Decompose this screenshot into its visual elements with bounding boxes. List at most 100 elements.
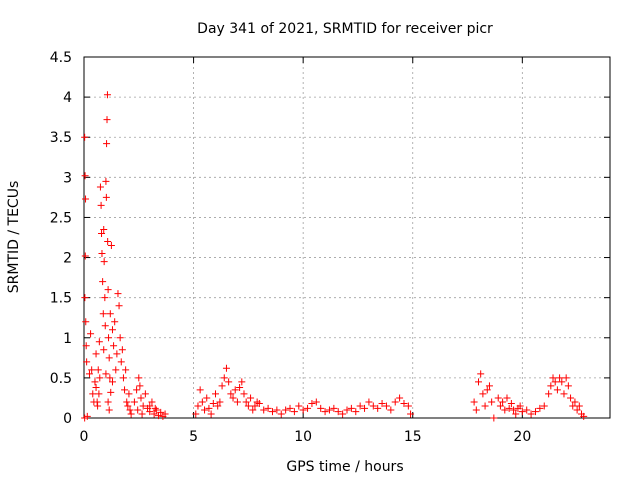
data-point — [83, 412, 91, 420]
x-tick-label: 15 — [404, 429, 422, 445]
data-point — [564, 382, 572, 390]
data-point — [115, 302, 123, 310]
data-point — [112, 366, 120, 374]
data-point — [127, 410, 135, 418]
data-point — [94, 402, 102, 410]
data-point — [216, 398, 224, 406]
y-axis-label: SRMTID / TECUs — [6, 181, 22, 294]
data-point — [100, 258, 108, 266]
data-point — [148, 398, 156, 406]
data-point — [549, 374, 557, 382]
data-point — [518, 408, 526, 416]
y-tick-labels: 0 0.5 1 1.5 2 2.5 3 3.5 4 4.5 — [50, 50, 72, 427]
data-point — [105, 354, 113, 362]
data-point — [378, 400, 386, 408]
data-point — [205, 404, 213, 412]
data-point — [106, 374, 114, 382]
data-point — [330, 404, 338, 412]
data-point — [139, 402, 147, 410]
data-point — [196, 386, 204, 394]
data-point — [92, 350, 100, 358]
data-point — [103, 140, 111, 148]
data-point — [268, 408, 276, 416]
data-point — [516, 402, 524, 410]
data-point — [273, 406, 281, 414]
data-point — [382, 402, 390, 410]
y-tick-label: 0.5 — [50, 371, 72, 387]
data-point — [136, 382, 144, 390]
data-point — [553, 386, 561, 394]
data-point — [556, 374, 564, 382]
data-point — [505, 404, 513, 412]
data-point — [95, 338, 103, 346]
data-point — [503, 394, 511, 402]
data-point — [325, 406, 333, 414]
data-point — [104, 286, 112, 294]
data-point — [523, 406, 531, 414]
data-point — [299, 406, 307, 414]
data-point — [117, 358, 125, 366]
data-point — [317, 404, 325, 412]
data-point — [98, 250, 106, 258]
data-point — [85, 370, 93, 378]
y-tick-label: 3.5 — [50, 130, 72, 146]
y-tick-label: 1.5 — [50, 291, 72, 307]
x-tick-label: 0 — [80, 429, 89, 445]
data-point — [277, 410, 285, 418]
data-point — [87, 330, 95, 338]
data-point — [365, 398, 373, 406]
data-point — [490, 414, 498, 422]
data-point — [512, 410, 520, 418]
data-point — [203, 394, 211, 402]
data-point — [488, 398, 496, 406]
data-point — [407, 410, 415, 418]
data-point — [547, 382, 555, 390]
x-tick-label: 20 — [513, 429, 531, 445]
data-point — [98, 229, 106, 237]
data-point — [290, 408, 298, 416]
data-point — [575, 402, 583, 410]
data-point — [472, 406, 480, 414]
data-point — [99, 278, 107, 286]
data-point — [356, 402, 364, 410]
data-point — [102, 177, 110, 185]
data-point — [244, 402, 252, 410]
data-point — [122, 366, 130, 374]
data-point — [119, 374, 127, 382]
data-points — [81, 91, 588, 422]
data-point — [134, 406, 142, 414]
data-point — [146, 402, 154, 410]
data-point — [260, 406, 268, 414]
data-point — [580, 412, 588, 420]
data-point — [108, 326, 116, 334]
data-point — [214, 402, 222, 410]
data-point — [89, 390, 97, 398]
data-point — [88, 366, 96, 374]
plot-frame — [83, 56, 611, 419]
data-point — [111, 318, 119, 326]
x-axis-label: GPS time / hours — [286, 459, 403, 475]
data-point — [81, 252, 89, 260]
data-point — [94, 366, 102, 374]
data-point — [569, 402, 577, 410]
data-point — [404, 402, 412, 410]
x-tick-label: 5 — [189, 429, 198, 445]
data-point — [114, 290, 122, 298]
data-point — [475, 378, 482, 386]
data-point — [374, 404, 382, 412]
data-point — [201, 406, 209, 414]
data-point — [479, 390, 487, 398]
data-point — [343, 406, 351, 414]
data-point — [99, 310, 107, 318]
data-point — [396, 394, 404, 402]
y-tick-label: 2 — [63, 251, 72, 267]
data-point — [485, 382, 493, 390]
data-point — [107, 242, 115, 250]
data-point — [255, 400, 263, 408]
data-point — [536, 404, 544, 412]
data-point — [104, 398, 112, 406]
data-point — [95, 390, 103, 398]
data-point — [295, 402, 303, 410]
data-point — [222, 364, 230, 372]
data-point — [540, 402, 548, 410]
